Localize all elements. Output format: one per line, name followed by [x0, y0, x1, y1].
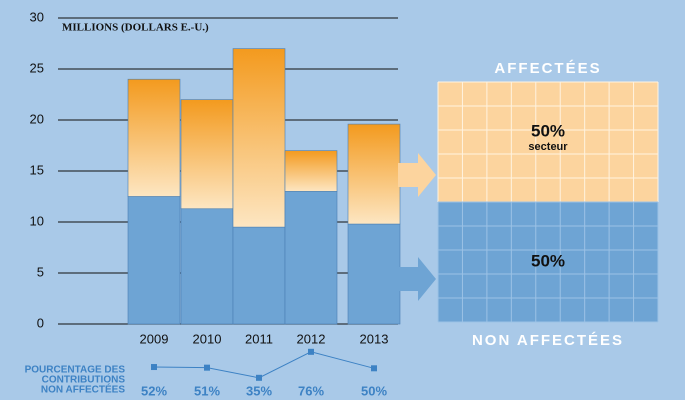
x-tick-label: 2011	[245, 331, 273, 346]
bar-segment	[347, 123, 401, 225]
line-title: NON AFFECTÉES	[41, 383, 125, 396]
percent-point	[308, 348, 314, 355]
x-tick-label: 2013	[360, 331, 389, 346]
y-tick-label: 25	[30, 60, 44, 75]
allocation-note: secteur	[528, 141, 568, 153]
bar-segment	[284, 191, 338, 325]
bar-segment	[127, 78, 181, 197]
bar-segment	[180, 208, 234, 325]
percent-label: 50%	[361, 383, 387, 398]
bar-segment	[127, 196, 181, 325]
bar-segment	[284, 150, 338, 192]
arrow	[398, 153, 436, 197]
line-title: POURCENTAGE DES	[25, 365, 126, 376]
y-tick-label: 20	[30, 111, 44, 126]
allocation-name: NON AFFECTÉES	[472, 332, 624, 349]
axis-title: MILLIONS (DOLLARS E.-U.)	[62, 22, 209, 34]
y-tick-label: 30	[30, 9, 44, 24]
percent-point	[151, 364, 157, 371]
x-tick-label: 2010	[193, 331, 222, 346]
allocation-block	[438, 202, 658, 322]
bar-segment	[232, 48, 286, 228]
percent-label: 51%	[194, 383, 220, 398]
percent-point	[204, 364, 210, 371]
line-title: CONTRIBUTIONS	[42, 375, 126, 386]
y-tick-label: 10	[30, 213, 44, 228]
x-tick-label: 2012	[297, 331, 326, 346]
percent-point	[371, 365, 377, 372]
percent-label: 76%	[298, 383, 324, 398]
allocation-value: 50%	[531, 121, 565, 140]
allocation-value: 50%	[531, 251, 565, 270]
allocation-name: AFFECTÉES	[494, 60, 601, 77]
bar-segment	[347, 223, 401, 325]
bar-segment	[232, 226, 286, 325]
y-tick-label: 15	[30, 162, 44, 177]
bar-segment	[180, 99, 234, 210]
percent-point	[256, 374, 262, 381]
percent-label: 35%	[246, 383, 272, 398]
allocation-block	[438, 82, 658, 202]
percent-line	[153, 351, 375, 379]
y-tick-label: 0	[37, 315, 44, 330]
arrow	[398, 257, 436, 301]
x-tick-label: 2009	[140, 331, 169, 346]
percent-label: 52%	[141, 383, 167, 398]
y-tick-label: 5	[37, 264, 44, 279]
